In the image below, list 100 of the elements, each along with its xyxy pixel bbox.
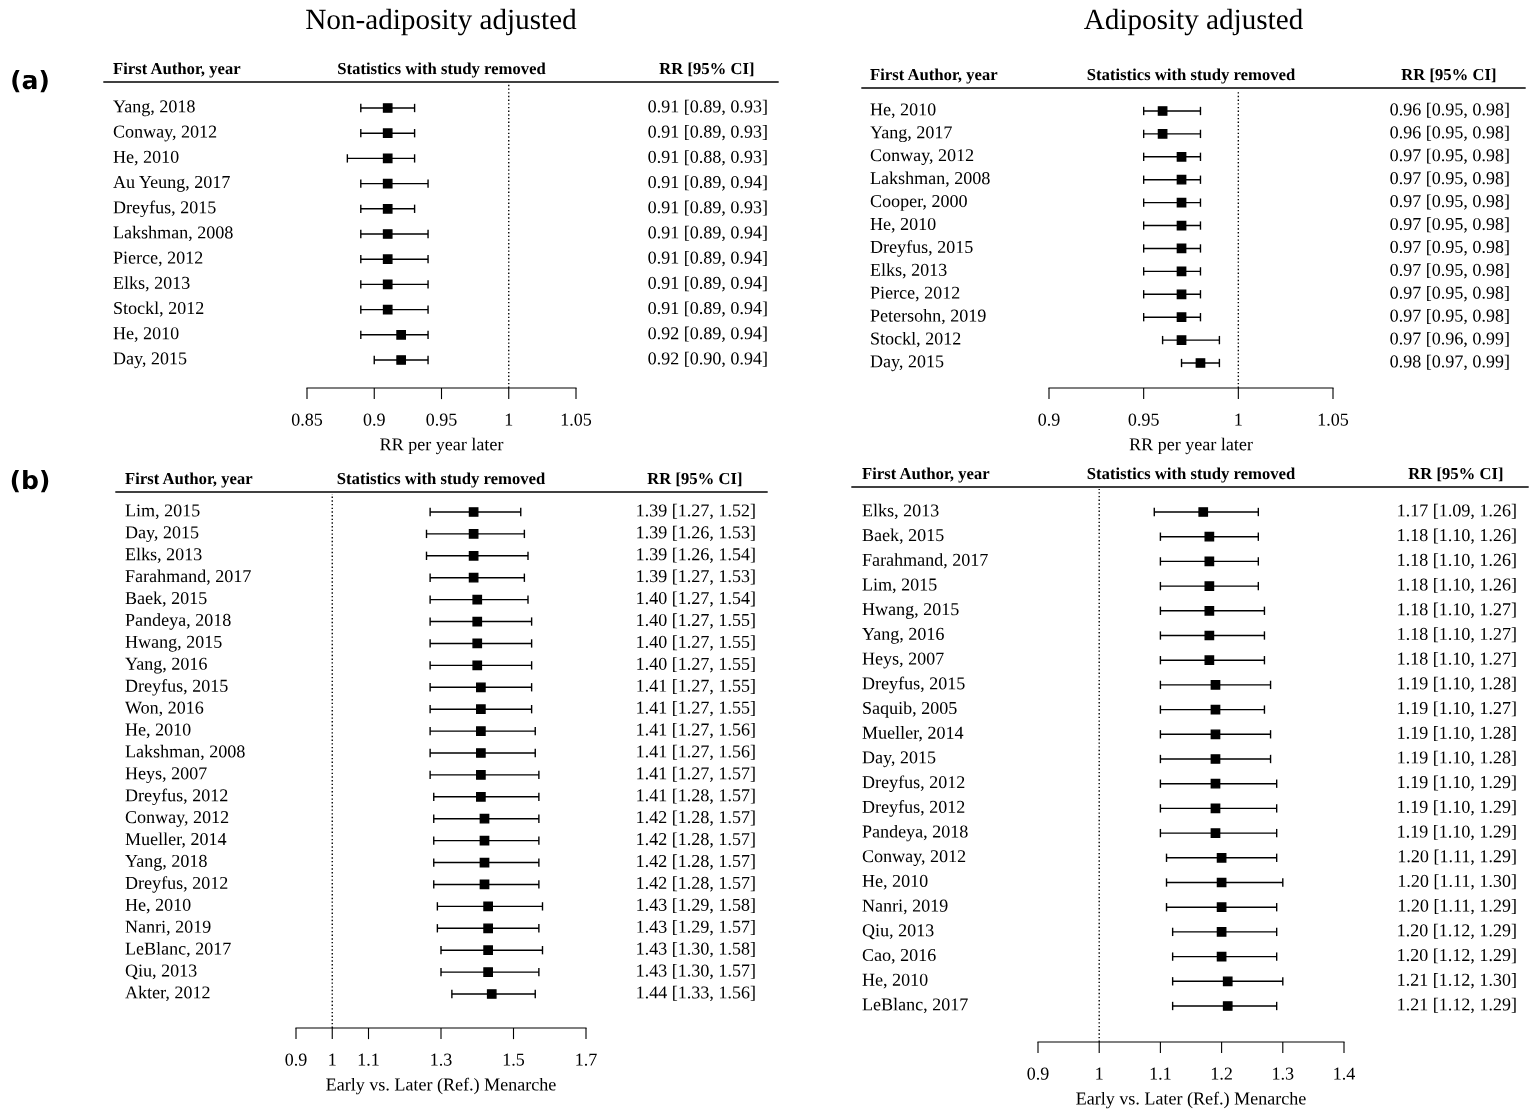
x-axis-title: Early vs. Later (Ref.) Menarche	[1076, 1091, 1306, 1109]
y-tick-label: Saquib, 2005	[863, 701, 957, 718]
y-tick-label: Stockl, 2012	[114, 301, 204, 317]
text: RR [95% CI]	[647, 472, 742, 487]
data-label: 1.21 [1.12, 1.30]	[1398, 973, 1516, 989]
point	[468, 507, 479, 517]
data-label: 1.19 [1.10, 1.29]	[1398, 800, 1516, 816]
x-tick-label: 0.9	[363, 413, 385, 426]
data-label: 1.43 [1.30, 1.57]	[637, 963, 755, 980]
y-tick-label: Hwang, 2015	[862, 603, 959, 619]
data-label: 1.21 [1.12, 1.29]	[1398, 997, 1516, 1014]
y-tick-label: Baek, 2015	[125, 591, 207, 607]
y-tick-label: He, 2010	[125, 723, 191, 739]
point	[1210, 729, 1221, 740]
x-tick-label: 0.9	[285, 1053, 307, 1066]
y-tick-label: LeBlanc, 2017	[862, 997, 968, 1014]
data-label: 1.39 [1.27, 1.52]	[637, 503, 755, 520]
data-label: 1.19 [1.10, 1.29]	[1398, 775, 1516, 791]
point	[1204, 630, 1215, 641]
point	[472, 660, 483, 671]
x-tick-label: 1.3	[431, 1053, 452, 1066]
y-tick-label: Yang, 2016	[125, 657, 207, 674]
text: RR [95% CI]	[1408, 467, 1503, 482]
y-tick-label: Dreyfus, 2012	[125, 788, 228, 806]
y-tick-label: Akter, 2012	[125, 985, 210, 1002]
point	[483, 901, 493, 912]
data-label: 1.43 [1.29, 1.57]	[637, 920, 755, 936]
point	[476, 704, 486, 715]
text: (a)	[12, 69, 48, 93]
point	[1222, 976, 1233, 987]
data-label: 1.41 [1.27, 1.56]	[637, 744, 755, 761]
data-label: 1.39 [1.27, 1.53]	[637, 569, 755, 585]
point	[1216, 852, 1227, 863]
y-tick-label: Heys, 2007	[125, 767, 207, 784]
point	[1210, 778, 1221, 789]
y-tick-label: Elks, 2013	[862, 503, 939, 520]
point	[468, 550, 479, 561]
point	[483, 967, 493, 977]
x-tick-label: 0.9	[1027, 1067, 1049, 1080]
y-tick-label: Pandeya, 2018	[125, 613, 231, 630]
y-tick-label: Mueller, 2014	[862, 726, 964, 742]
data-label: 1.41 [1.27, 1.57]	[637, 766, 755, 783]
data-label: 1.40 [1.27, 1.55]	[637, 657, 755, 673]
y-tick-label: He, 2010	[870, 103, 936, 119]
x-tick-label: 1	[505, 413, 513, 426]
y-tick-label: Petersohn, 2019	[870, 308, 986, 325]
data-label: 1.40 [1.27, 1.54]	[637, 591, 755, 607]
y-tick-label: Yang, 2016	[862, 627, 944, 644]
data-label: 1.39 [1.26, 1.54]	[637, 547, 755, 563]
data-label: 1.19 [1.10, 1.28]	[1398, 750, 1516, 767]
x-tick-label: 0.95	[426, 413, 457, 426]
data-label: 1.20 [1.11, 1.29]	[1398, 849, 1516, 865]
y-tick-label: Pandeya, 2018	[862, 824, 968, 842]
data-label: 1.42 [1.28, 1.57]	[637, 810, 755, 826]
data-label: 0.91 [0.89, 0.94]	[648, 301, 767, 317]
data-label: 1.20 [1.11, 1.29]	[1398, 899, 1516, 915]
y-tick-label: Baek, 2015	[862, 528, 944, 544]
point	[1222, 1001, 1233, 1011]
data-label: 1.18 [1.10, 1.27]	[1398, 627, 1516, 643]
data-label: 0.97 [0.95, 0.98]	[1390, 240, 1509, 256]
data-label: 1.42 [1.28, 1.57]	[637, 854, 755, 870]
x-tick-label: 0.85	[291, 413, 323, 426]
point	[476, 726, 486, 736]
data-label: 0.96 [0.95, 0.98]	[1390, 102, 1509, 119]
x-axis-title: RR per year later	[1129, 437, 1253, 455]
y-tick-label: Nanri, 2019	[862, 899, 948, 915]
data-label: 0.97 [0.95, 0.98]	[1390, 286, 1509, 302]
y-tick-label: Hwang, 2015	[125, 635, 222, 652]
y-tick-label: He, 2010	[113, 327, 179, 342]
data-label: 1.41 [1.27, 1.56]	[637, 722, 755, 739]
y-tick-label: LeBlanc, 2017	[125, 941, 231, 958]
y-tick-label: Elks, 2013	[125, 547, 202, 563]
y-tick-label: Heys, 2007	[862, 652, 944, 669]
point	[468, 572, 479, 583]
y-tick-label: Pierce, 2012	[113, 251, 203, 267]
y-tick-label: He, 2010	[862, 973, 928, 989]
chart-title: Non-adiposity adjusted	[306, 8, 577, 36]
y-tick-label: Day, 2015	[862, 751, 936, 768]
data-label: 1.18 [1.10, 1.26]	[1398, 528, 1516, 544]
point	[483, 945, 493, 956]
data-label: 0.91 [0.89, 0.94]	[648, 175, 767, 191]
data-label: 1.39 [1.26, 1.53]	[637, 525, 755, 542]
data-label: 0.91 [0.89, 0.94]	[648, 276, 767, 292]
data-label: 0.97 [0.95, 0.98]	[1390, 171, 1509, 187]
data-label: 1.20 [1.12, 1.29]	[1398, 948, 1516, 964]
x-tick-label: 1	[1235, 413, 1242, 426]
data-label: 1.43 [1.30, 1.58]	[637, 941, 755, 958]
data-label: 0.91 [0.89, 0.93]	[648, 99, 767, 116]
y-tick-label: Conway, 2012	[113, 125, 217, 142]
y-tick-label: Conway, 2012	[862, 850, 966, 866]
y-tick-label: Farahmand, 2017	[862, 553, 988, 569]
data-label: 1.40 [1.27, 1.55]	[637, 613, 755, 629]
point	[486, 989, 497, 999]
y-tick-label: Dreyfus, 2012	[862, 775, 965, 792]
y-tick-label: He, 2010	[870, 217, 936, 233]
y-tick-label: Dreyfus, 2012	[862, 800, 965, 817]
data-label: 1.41 [1.27, 1.55]	[637, 679, 755, 695]
text: Statistics with study removed	[1087, 467, 1296, 483]
y-tick-label: Lim, 2015	[125, 504, 200, 520]
point	[1210, 680, 1221, 690]
